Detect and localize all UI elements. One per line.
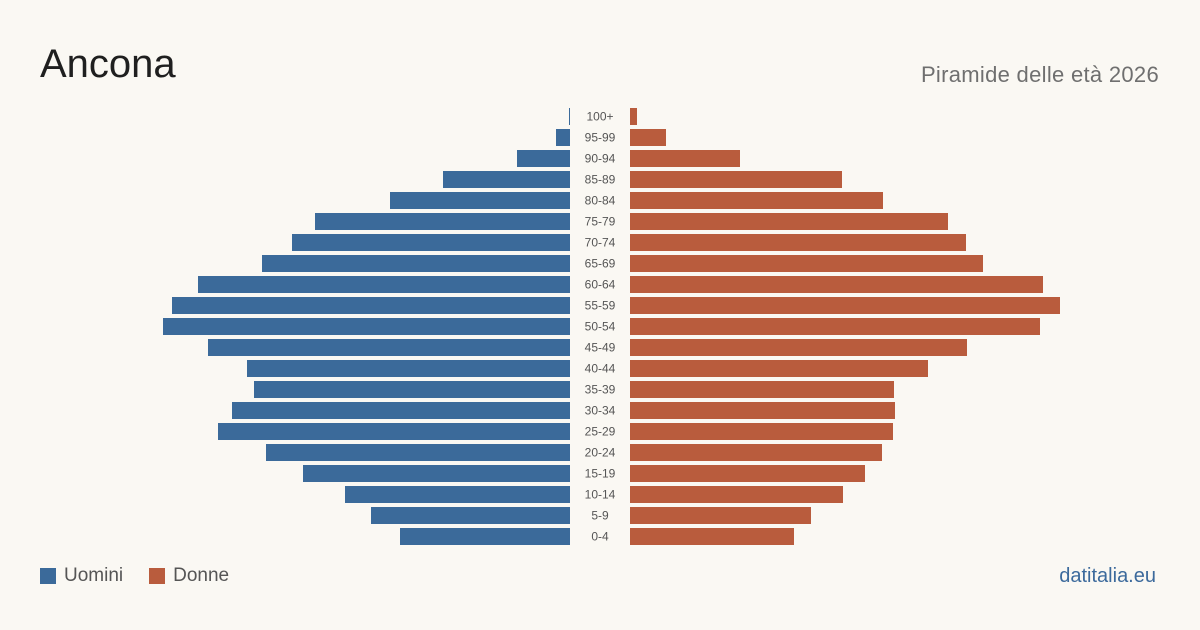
bar-men-10-14 (345, 486, 570, 503)
age-label-60-64: 60-64 (585, 278, 616, 292)
age-label-100plus: 100+ (586, 110, 613, 124)
bar-women-5-9 (630, 507, 811, 524)
bar-women-15-19 (630, 465, 865, 482)
bar-women-20-24 (630, 444, 882, 461)
bar-men-60-64 (198, 276, 570, 293)
bar-men-20-24 (266, 444, 570, 461)
age-label-20-24: 20-24 (585, 446, 616, 460)
bar-women-70-74 (630, 234, 966, 251)
bar-women-95-99 (630, 129, 666, 146)
page-title: Ancona (40, 42, 176, 86)
age-label-50-54: 50-54 (585, 320, 616, 334)
bar-men-55-59 (172, 297, 570, 314)
bar-women-40-44 (630, 360, 928, 377)
legend-item-women: Donne (149, 565, 229, 587)
age-label-95-99: 95-99 (585, 131, 616, 145)
legend-label-men: Uomini (64, 565, 124, 586)
legend-item-men: Uomini (40, 565, 123, 587)
legend-swatch-men (40, 568, 56, 584)
bar-men-5-9 (371, 507, 570, 524)
source-link[interactable]: datitalia.eu (1059, 565, 1156, 587)
bar-men-90-94 (517, 150, 570, 167)
bar-women-80-84 (630, 192, 883, 209)
bar-men-15-19 (303, 465, 570, 482)
age-label-5-9: 5-9 (591, 509, 609, 523)
legend-label-women: Donne (173, 565, 230, 586)
bar-men-95-99 (556, 129, 570, 146)
bar-women-55-59 (630, 297, 1060, 314)
bar-men-85-89 (443, 171, 570, 188)
age-label-85-89: 85-89 (585, 173, 616, 187)
age-label-35-39: 35-39 (585, 383, 616, 397)
bar-men-45-49 (208, 339, 570, 356)
age-label-80-84: 80-84 (585, 194, 616, 208)
bar-women-85-89 (630, 171, 842, 188)
bar-women-35-39 (630, 381, 894, 398)
bar-women-50-54 (630, 318, 1040, 335)
age-label-15-19: 15-19 (585, 467, 616, 481)
chart-subtitle: Piramide delle età 2026 (920, 62, 1159, 87)
bar-women-0-4 (630, 528, 794, 545)
age-label-45-49: 45-49 (585, 341, 616, 355)
bar-women-60-64 (630, 276, 1043, 293)
bar-men-80-84 (390, 192, 570, 209)
bar-men-0-4 (400, 528, 570, 545)
age-label-10-14: 10-14 (585, 488, 616, 502)
age-label-40-44: 40-44 (585, 362, 616, 376)
age-label-70-74: 70-74 (585, 236, 616, 250)
age-label-65-69: 65-69 (585, 257, 616, 271)
bar-women-45-49 (630, 339, 967, 356)
bar-men-35-39 (254, 381, 570, 398)
bar-women-75-79 (630, 213, 948, 230)
age-label-75-79: 75-79 (585, 215, 616, 229)
bar-men-40-44 (247, 360, 570, 377)
bar-women-10-14 (630, 486, 843, 503)
bar-men-70-74 (292, 234, 570, 251)
bar-women-25-29 (630, 423, 893, 440)
bar-men-65-69 (262, 255, 570, 272)
bar-women-100plus (630, 108, 637, 125)
bar-women-90-94 (630, 150, 740, 167)
age-label-25-29: 25-29 (585, 425, 616, 439)
legend-swatch-women (149, 568, 166, 584)
bar-men-50-54 (163, 318, 570, 335)
bar-men-30-34 (232, 402, 570, 419)
bar-men-100plus (569, 108, 570, 125)
chart-legend: Uomini Donne (40, 565, 255, 587)
bar-women-30-34 (630, 402, 895, 419)
bar-men-25-29 (218, 423, 570, 440)
age-label-55-59: 55-59 (585, 299, 616, 313)
age-label-0-4: 0-4 (591, 530, 609, 544)
age-label-90-94: 90-94 (585, 152, 616, 166)
bar-men-75-79 (315, 213, 570, 230)
bar-women-65-69 (630, 255, 983, 272)
age-label-30-34: 30-34 (585, 404, 616, 418)
